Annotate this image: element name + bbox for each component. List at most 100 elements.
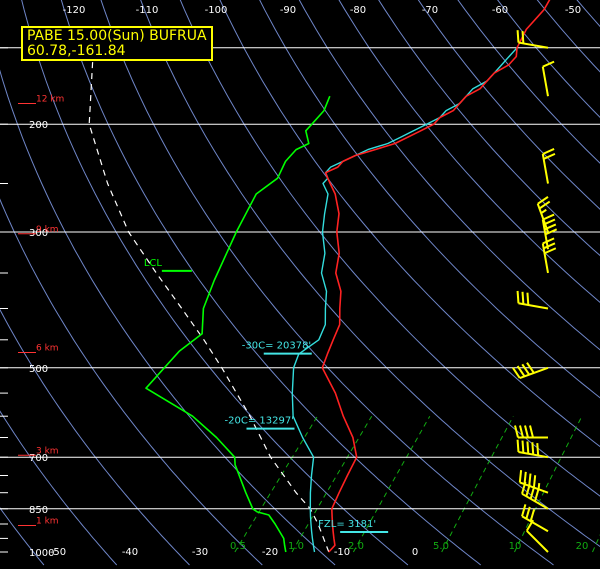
wind-barb-flag <box>521 363 531 376</box>
pressure-label: 700 <box>29 453 48 464</box>
dewpoint-line <box>291 47 518 553</box>
wind-barb-flag <box>516 439 520 453</box>
dry-adiabat-line <box>0 410 118 566</box>
dry-adiabat-line <box>593 0 600 565</box>
wind-barb-flag <box>529 425 534 438</box>
dry-adiabat-line <box>338 0 600 303</box>
wind-barb-flag <box>529 486 536 500</box>
level-annotation: -20C= 13297' <box>225 416 294 427</box>
wind-barb-flag <box>543 242 556 250</box>
level-annotation: LCL <box>144 258 163 269</box>
wind-barb-flag <box>536 443 540 456</box>
top-temp-label: -120 <box>63 5 86 16</box>
wind-barb-flag <box>544 228 558 236</box>
wind-barb-flag <box>542 60 555 68</box>
axis-labels: -120 -110 -100 -90 -80 -70 -60 -50-50 -40 -30 -20-… <box>18 5 588 559</box>
dry-adiabat-line <box>259 0 600 399</box>
wind-barb-flag <box>521 31 525 44</box>
pressure-label: 1000 <box>29 548 54 559</box>
wind-barb-flag <box>521 440 525 453</box>
station-title: PABE 15.00(Sun) BUFRUA <box>27 28 207 44</box>
height-label: 6 km <box>36 343 59 353</box>
wind-barb-flag <box>514 425 519 438</box>
wind-barb-shaft <box>541 153 549 184</box>
pressure-label: 300 <box>29 228 48 239</box>
mixing-ratio-lines <box>234 415 600 553</box>
height-label: 9 km <box>36 225 59 235</box>
wind-barb-flag <box>542 237 555 245</box>
wind-barb-flag <box>518 470 523 483</box>
top-temp-label: -50 <box>565 5 581 16</box>
top-temp-label: -80 <box>350 5 366 16</box>
wind-barb-shaft <box>541 243 549 274</box>
dry-adiabat-line <box>100 0 554 566</box>
level-annotation: FZL= 3181' <box>318 519 376 530</box>
mixing-ratio-label: 10 <box>509 541 522 552</box>
pressure-label: 500 <box>29 364 48 375</box>
mixing-ratio-line <box>592 534 600 553</box>
parcel-line <box>88 47 330 553</box>
bottom-temp-label: -40 <box>122 547 138 558</box>
temperature-line <box>321 0 551 553</box>
wind-barb-flag <box>534 489 540 502</box>
dry-adiabat-line <box>21 0 409 566</box>
mixing-ratio-label: 20 <box>576 541 589 552</box>
mixing-ratio-line <box>514 415 583 553</box>
wind-barb-flag <box>512 367 521 379</box>
height-label: 1 km <box>36 516 59 526</box>
mixing-ratio-label: 5.0 <box>433 541 449 552</box>
pressure-label: 200 <box>29 120 48 131</box>
wind-barb-flag <box>519 425 524 438</box>
mixing-ratio-label: 2.0 <box>348 541 364 552</box>
top-temp-label: -90 <box>280 5 296 16</box>
wind-barb-flag <box>531 442 535 455</box>
wind-barb-flag <box>526 292 530 306</box>
dry-adiabat-line <box>140 0 600 548</box>
wind-barb-flag <box>521 504 527 517</box>
wind-barb-flag <box>523 471 527 485</box>
wind-barb-flag <box>524 425 529 438</box>
wind-barb-flag <box>516 290 520 304</box>
wind-barb-flag <box>525 506 531 520</box>
wind-barb-shaft <box>541 66 549 97</box>
wind-barb-flag <box>542 213 555 221</box>
wind-barb-flag <box>528 473 532 486</box>
wind-barb-flag <box>544 247 557 255</box>
height-label: 3 km <box>36 446 59 456</box>
wind-barb-flag <box>529 509 536 522</box>
top-temp-label: -70 <box>422 5 438 16</box>
height-label: 12 km <box>36 95 64 105</box>
dry-adiabat-line <box>60 0 482 566</box>
wind-barb-flag <box>543 152 556 160</box>
wind-barb-flag <box>537 196 549 205</box>
station-title-box: PABE 15.00(Sun) BUFRUA 60.78,-161.84 <box>21 26 213 61</box>
dry-adiabat-line <box>0 308 190 566</box>
wind-barb-flag <box>538 200 551 210</box>
bottom-temp-label: -50 <box>50 547 66 558</box>
top-temp-label: -100 <box>205 5 228 16</box>
mixing-ratio-line <box>441 415 514 553</box>
level-annotation: -30C= 20378' <box>242 341 311 352</box>
wind-barb-half <box>540 208 547 215</box>
wetbulb-line <box>145 95 331 553</box>
bottom-temp-label: -30 <box>192 547 208 558</box>
bottom-temp-label: -10 <box>334 547 350 558</box>
mixing-ratio-label: 0.5 <box>230 541 246 552</box>
wind-barbs <box>512 30 558 553</box>
dry-adiabat-line <box>378 0 600 257</box>
dry-adiabat-line <box>417 0 600 210</box>
bottom-temp-label: -20 <box>262 547 278 558</box>
top-temp-label: -60 <box>492 5 508 16</box>
dry-adiabat-line <box>536 0 600 73</box>
dry-adiabat-line <box>219 0 600 448</box>
wind-barb-flag <box>526 362 535 374</box>
wind-barb-shaft <box>526 530 549 553</box>
isobars <box>0 47 600 553</box>
mixing-ratio-label: 1.0 <box>288 541 304 552</box>
wind-barb-flag <box>521 291 525 305</box>
dry-adiabat-line <box>0 198 263 566</box>
bottom-temp-label: 0 <box>412 547 418 558</box>
dry-adiabat-line <box>0 69 336 566</box>
dry-adiabat-line <box>576 0 600 28</box>
